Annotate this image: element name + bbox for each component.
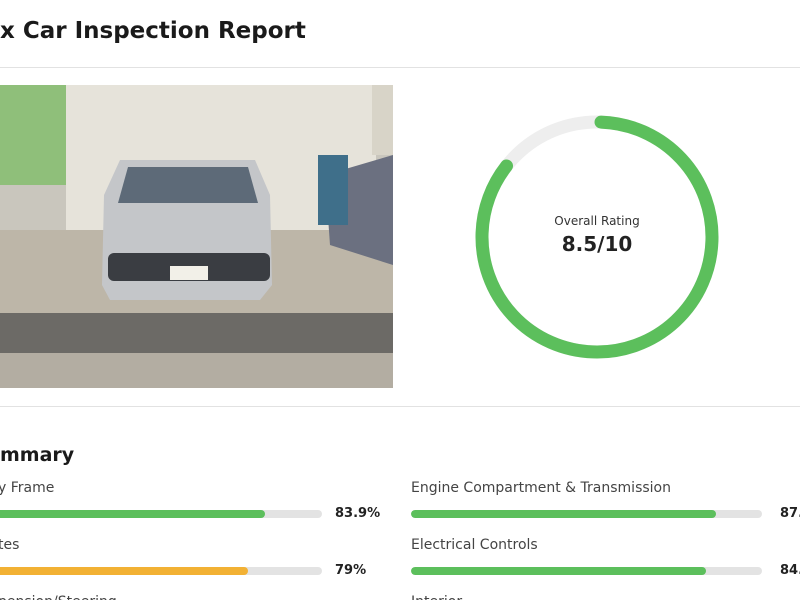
item-name: pension/Steering bbox=[0, 594, 117, 600]
item-name: tes bbox=[0, 537, 20, 553]
bar-track bbox=[411, 510, 762, 518]
bar-fill bbox=[0, 567, 248, 575]
bar-fill bbox=[411, 567, 706, 575]
item-value: 79% bbox=[335, 563, 367, 578]
bar-fill bbox=[0, 510, 265, 518]
item-name: Engine Compartment & Transmission bbox=[411, 480, 671, 496]
item-name: Electrical Controls bbox=[411, 537, 538, 553]
rating-arc bbox=[475, 115, 719, 359]
divider bbox=[0, 67, 800, 68]
bar-track bbox=[0, 510, 322, 518]
car-photo bbox=[0, 85, 393, 388]
bar-track bbox=[0, 567, 322, 575]
item-value: 83.9% bbox=[335, 506, 381, 521]
summary-title: mmary bbox=[0, 444, 75, 466]
rating-title: Overall Rating bbox=[554, 214, 640, 228]
item-name: Interior bbox=[411, 594, 462, 600]
bar-track bbox=[411, 567, 762, 575]
bar-fill bbox=[411, 510, 717, 518]
item-name: y Frame bbox=[0, 480, 55, 496]
item-value: 84. bbox=[780, 563, 800, 578]
rating-ring bbox=[475, 115, 719, 359]
rating-label: 8.5/10 bbox=[561, 232, 633, 256]
item-value: 87. bbox=[780, 506, 800, 521]
report-title: x Car Inspection Report bbox=[0, 18, 306, 44]
divider bbox=[0, 406, 800, 407]
